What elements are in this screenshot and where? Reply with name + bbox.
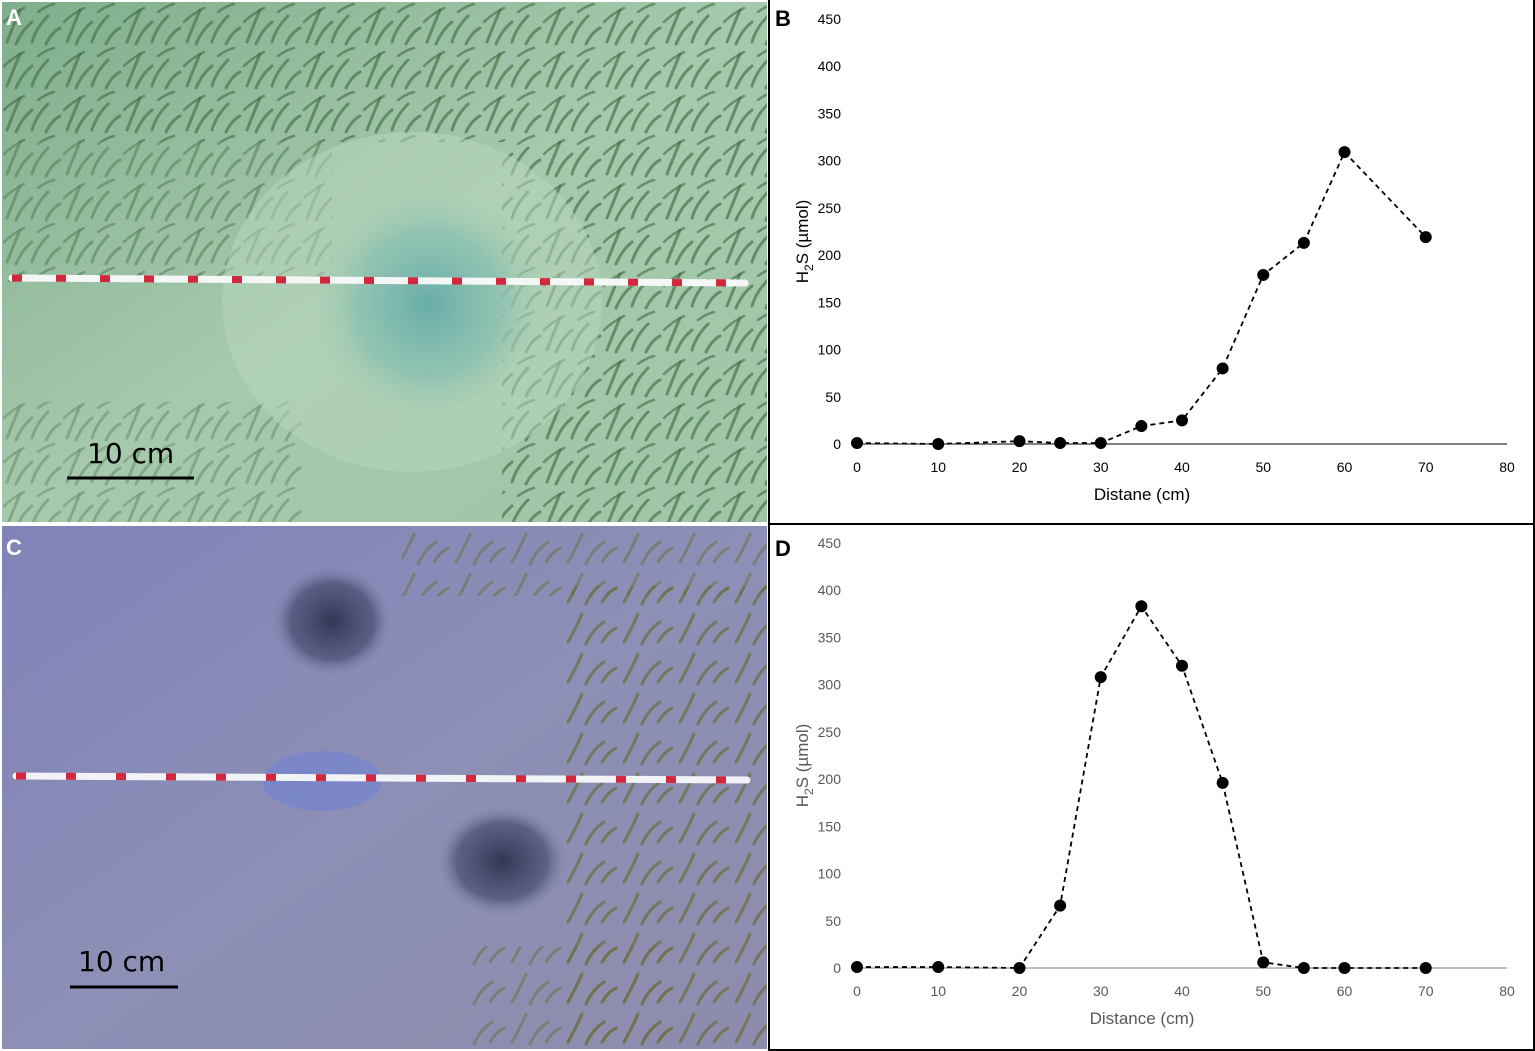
scale-bar-label-c: 10 cm bbox=[78, 945, 166, 978]
y-tick-label: 300 bbox=[818, 677, 842, 693]
panel-letter-b: B bbox=[775, 6, 791, 31]
x-tick-label: 0 bbox=[853, 983, 861, 999]
series-line bbox=[856, 150, 1427, 445]
data-point bbox=[851, 961, 863, 974]
y-tick-label: 50 bbox=[825, 913, 841, 929]
data-point bbox=[1257, 268, 1270, 281]
data-point bbox=[1094, 437, 1107, 450]
data-point bbox=[1419, 962, 1432, 974]
data-point bbox=[851, 437, 863, 450]
data-point bbox=[1419, 231, 1432, 244]
chart-b-svg: 0 50 100 150 200 250 300 350 400 450 0 10 20 30 40 50 60… bbox=[793, 11, 1515, 504]
data-point bbox=[1054, 899, 1067, 912]
data-point bbox=[1257, 956, 1270, 969]
y-axis-label: H2S (µmol) bbox=[793, 724, 816, 808]
y-tick-label: 0 bbox=[833, 436, 841, 452]
photo-panel-c bbox=[2, 526, 767, 1049]
scale-bar-label-a: 10 cm bbox=[87, 437, 175, 470]
photo-panel-a bbox=[2, 2, 767, 522]
y-tick-label: 150 bbox=[818, 294, 842, 310]
y-tick-label: 400 bbox=[818, 58, 842, 74]
x-tick-label: 20 bbox=[1012, 983, 1028, 999]
data-point bbox=[1338, 146, 1351, 159]
panel-letter-d: D bbox=[775, 536, 791, 561]
data-point bbox=[932, 961, 945, 974]
data-point bbox=[1054, 437, 1067, 450]
y-axis-label-main: H bbox=[793, 795, 812, 807]
data-point bbox=[1013, 962, 1026, 974]
y-tick-label: 450 bbox=[818, 11, 842, 27]
x-axis-label: Distance (cm) bbox=[1090, 1009, 1195, 1028]
panel-letter-c: C bbox=[6, 535, 22, 560]
divider-vertical bbox=[768, 0, 770, 1051]
border-bottom bbox=[768, 1049, 1535, 1051]
data-point bbox=[1135, 600, 1148, 613]
x-tick-label: 30 bbox=[1093, 459, 1109, 475]
y-tick-label: 250 bbox=[818, 200, 842, 216]
y-axis-label-subscript: 2 bbox=[802, 264, 816, 271]
y-tick-label: 50 bbox=[825, 389, 841, 405]
series-line bbox=[857, 604, 1426, 969]
x-tick-label: 50 bbox=[1255, 459, 1271, 475]
divider-horizontal bbox=[768, 523, 1535, 525]
y-axis-label-main: H bbox=[793, 271, 812, 283]
data-point bbox=[1216, 362, 1229, 375]
y-axis-label-rest: S (µmol) bbox=[793, 724, 812, 789]
chart-d-svg: 0 50 100 150 200 250 300 350 400 450 0 10 20 30 40 50 60… bbox=[793, 535, 1515, 1028]
y-axis-label-rest: S (µmol) bbox=[793, 200, 812, 265]
y-tick-label: 350 bbox=[818, 629, 842, 645]
x-tick-label: 60 bbox=[1337, 983, 1353, 999]
chart-panel-d: 0 50 100 150 200 250 300 350 400 450 0 10 20 30 40 50 60… bbox=[770, 525, 1533, 1049]
y-tick-label: 250 bbox=[818, 724, 842, 740]
x-tick-label: 60 bbox=[1337, 459, 1353, 475]
data-point bbox=[932, 438, 945, 450]
x-tick-label: 20 bbox=[1012, 459, 1028, 475]
panel-letter-a: A bbox=[6, 5, 22, 30]
x-tick-label: 70 bbox=[1418, 983, 1434, 999]
y-tick-label: 100 bbox=[818, 342, 842, 358]
x-tick-label: 30 bbox=[1093, 983, 1109, 999]
x-tick-label: 10 bbox=[930, 983, 946, 999]
y-axis-label-subscript: 2 bbox=[802, 788, 816, 795]
chart-panel-b: 0 50 100 150 200 250 300 350 400 450 0 10 20 30 40 50 60… bbox=[770, 0, 1533, 523]
y-tick-label: 450 bbox=[818, 535, 842, 551]
y-tick-label: 350 bbox=[818, 105, 842, 121]
data-point bbox=[1216, 776, 1229, 789]
y-axis-label: H2S (µmol) bbox=[793, 200, 816, 284]
x-tick-label: 40 bbox=[1174, 983, 1190, 999]
data-point bbox=[1176, 659, 1188, 672]
x-tick-label: 40 bbox=[1174, 459, 1190, 475]
seafloor-photo-a bbox=[2, 2, 767, 522]
x-tick-label: 70 bbox=[1418, 459, 1434, 475]
data-point bbox=[1297, 962, 1310, 974]
data-point bbox=[1176, 414, 1188, 427]
border-right bbox=[1533, 0, 1535, 1051]
x-tick-label: 80 bbox=[1499, 983, 1515, 999]
data-point bbox=[1297, 236, 1310, 249]
x-tick-label: 0 bbox=[853, 459, 861, 475]
data-point bbox=[1338, 962, 1351, 974]
x-tick-label: 80 bbox=[1499, 459, 1515, 475]
data-point bbox=[1094, 671, 1107, 684]
data-point bbox=[1135, 420, 1148, 433]
y-tick-label: 400 bbox=[818, 582, 842, 598]
y-tick-label: 0 bbox=[833, 960, 841, 976]
seafloor-photo-c bbox=[2, 526, 767, 1049]
y-tick-label: 300 bbox=[818, 153, 842, 169]
y-tick-label: 100 bbox=[818, 866, 842, 882]
y-tick-label: 150 bbox=[818, 818, 842, 834]
x-axis-label: Distane (cm) bbox=[1094, 485, 1190, 504]
x-tick-label: 50 bbox=[1255, 983, 1271, 999]
data-point bbox=[1013, 435, 1026, 448]
x-tick-label: 10 bbox=[930, 459, 946, 475]
y-tick-label: 200 bbox=[818, 771, 842, 787]
y-tick-label: 200 bbox=[818, 247, 842, 263]
